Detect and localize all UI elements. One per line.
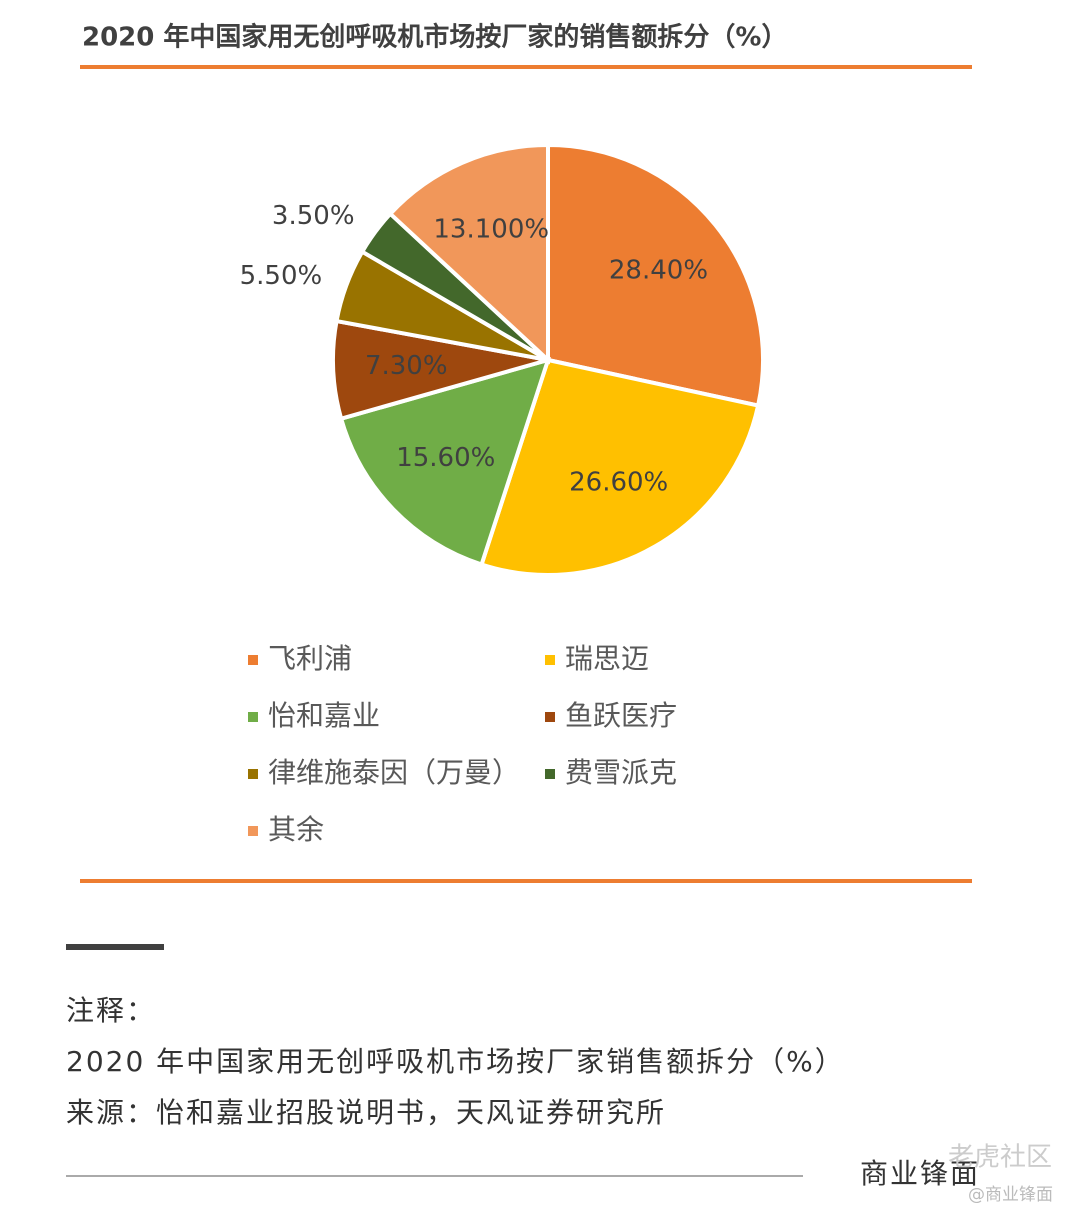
notes-caption: 2020 年中国家用无创呼吸机市场按厂家销售额拆分（%） <box>66 1045 845 1078</box>
notes-label: 注释： <box>66 994 156 1027</box>
data-label: 5.50% <box>240 261 323 291</box>
data-label: 3.50% <box>272 201 355 231</box>
watermark-handle: @商业锋面 <box>968 1185 1053 1205</box>
data-label: 7.30% <box>365 351 448 381</box>
legend-label: 其余 <box>268 813 324 846</box>
data-label: 15.60% <box>396 443 495 473</box>
legend-swatch <box>248 769 258 779</box>
bottom-rule <box>80 879 972 883</box>
legend-swatch <box>248 826 258 836</box>
legend-label: 费雪派克 <box>565 756 677 789</box>
footer-brand: 商业锋面 <box>860 1157 980 1190</box>
pie-slice <box>338 357 552 567</box>
legend-swatch <box>545 769 555 779</box>
pie-slice <box>546 142 765 408</box>
legend-label: 飞利浦 <box>268 642 352 675</box>
pie-slice <box>479 357 761 577</box>
notes-source: 来源：怡和嘉业招股说明书，天风证券研究所 <box>66 1096 666 1129</box>
pie-slice <box>387 142 550 365</box>
legend-swatch <box>248 712 258 722</box>
legend-label: 瑞思迈 <box>565 642 649 675</box>
data-label: 28.40% <box>609 255 708 285</box>
legend-swatch <box>545 655 555 665</box>
legend-label: 怡和嘉业 <box>268 699 380 732</box>
legend-swatch <box>248 655 258 665</box>
data-label: 13.100% <box>433 214 549 244</box>
legend-label: 鱼跃医疗 <box>565 699 677 732</box>
top-rule <box>80 65 972 69</box>
data-label: 26.60% <box>569 468 668 498</box>
chart-title: 2020 年中国家用无创呼吸机市场按厂家的销售额拆分（%） <box>82 22 787 53</box>
watermark: 老虎社区 <box>948 1143 1052 1173</box>
notes-bar <box>66 944 164 950</box>
legend-swatch <box>545 712 555 722</box>
legend-label: 律维施泰因（万曼） <box>268 756 520 789</box>
